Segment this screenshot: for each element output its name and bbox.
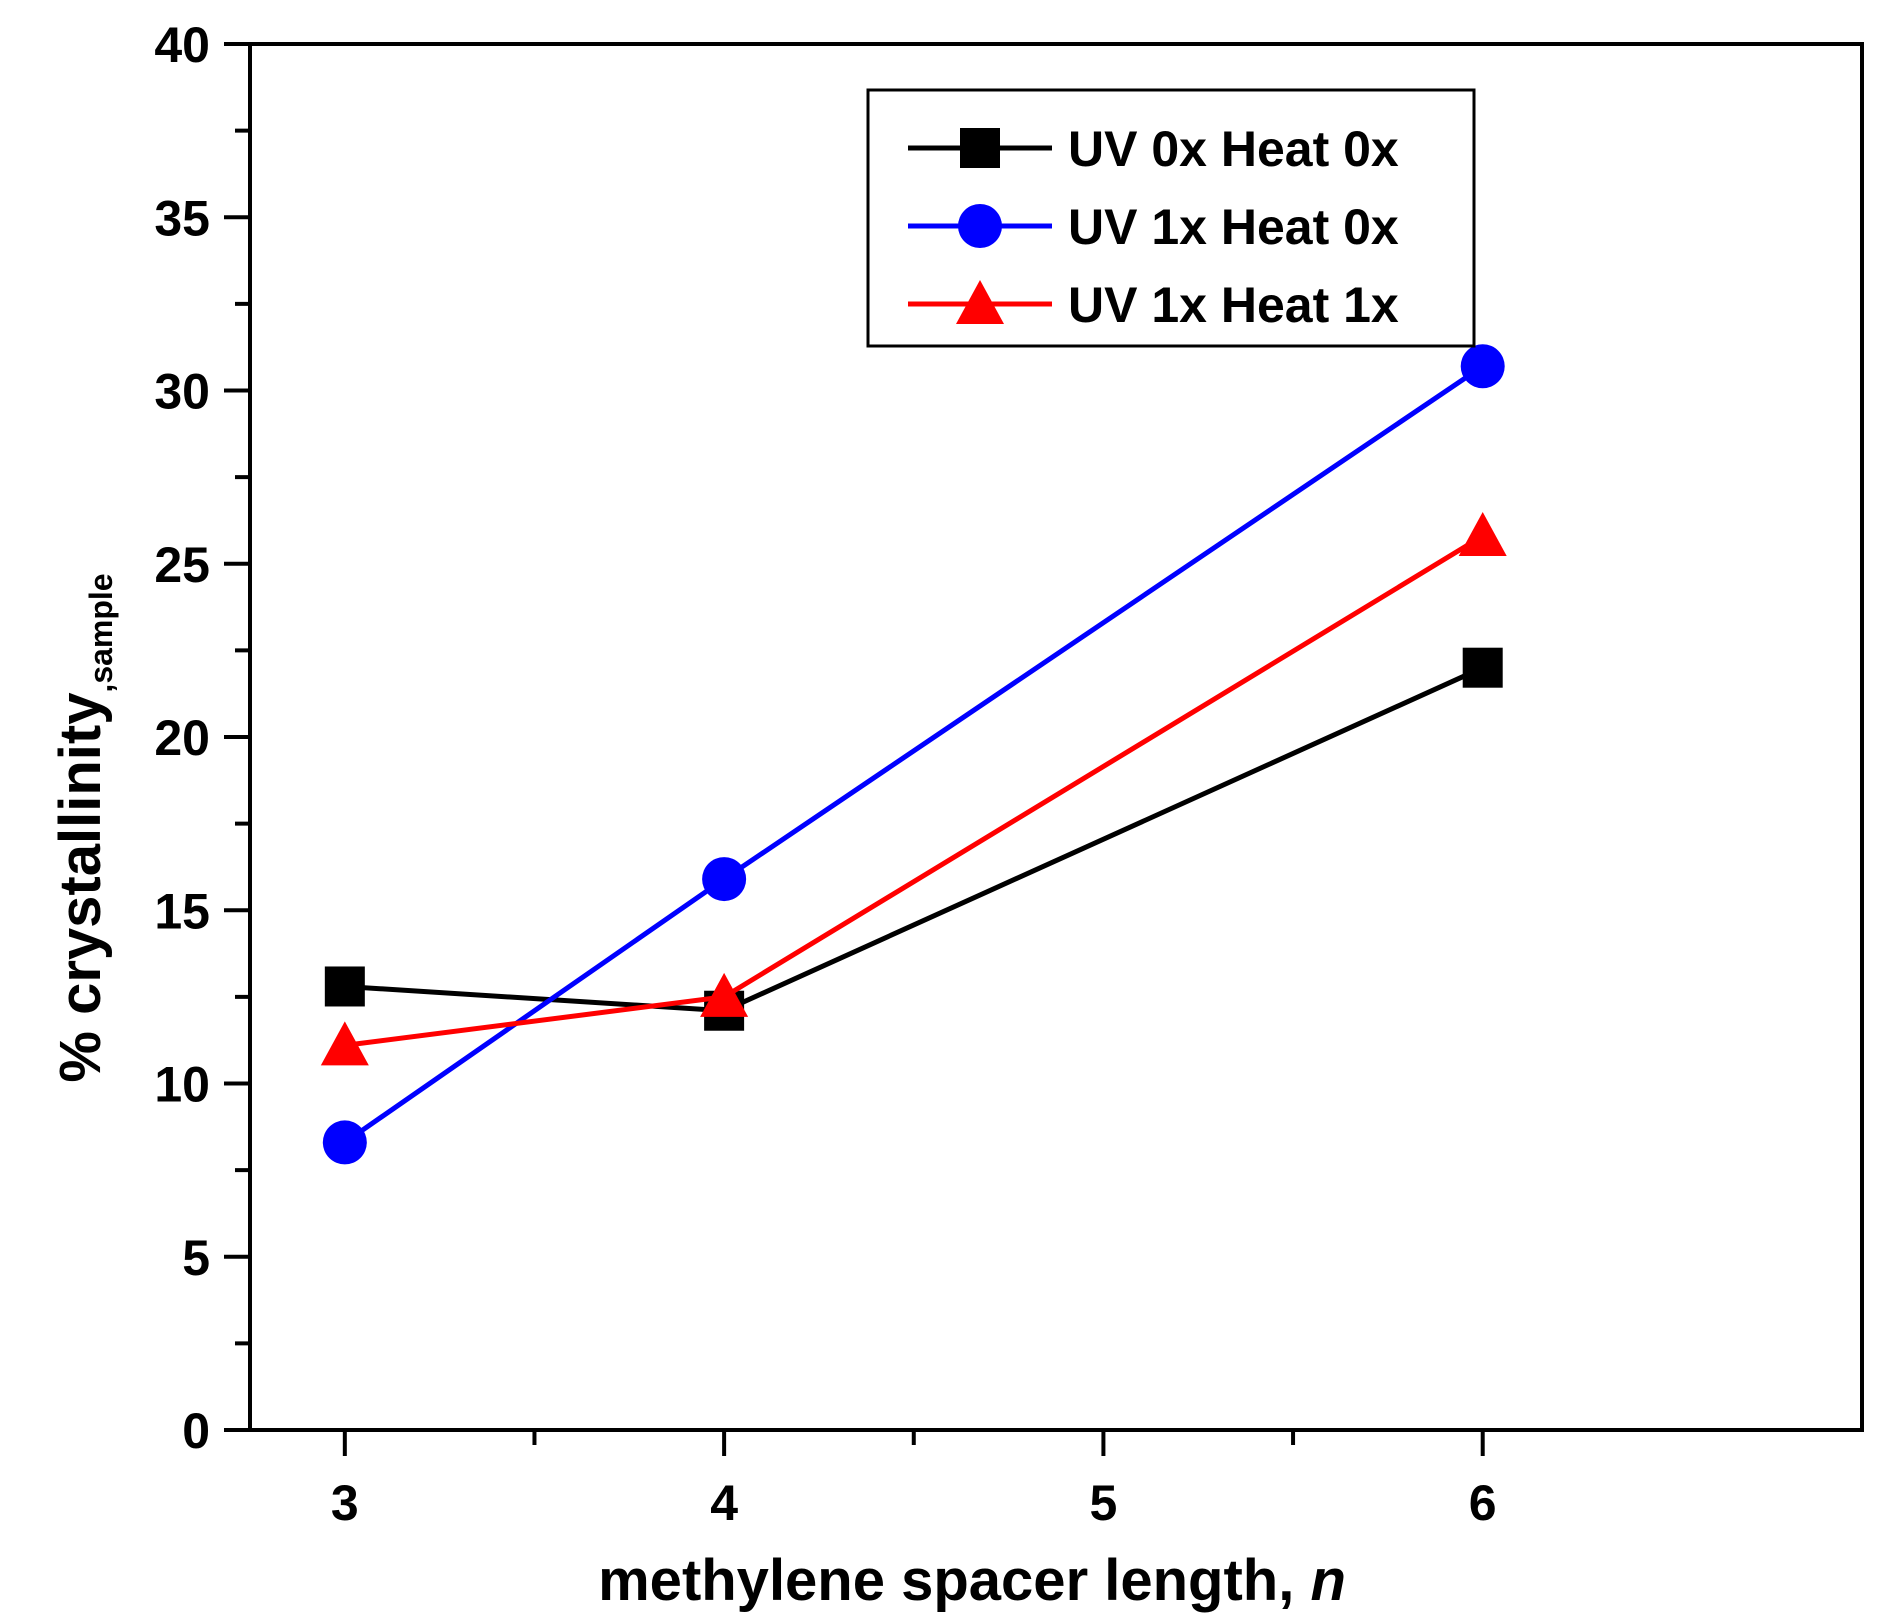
x-tick-label: 5	[1090, 1475, 1118, 1531]
y-tick-label: 5	[182, 1230, 210, 1286]
x-axis-title: methylene spacer length, n	[598, 1548, 1346, 1613]
y-tick-label: 15	[154, 883, 210, 939]
y-tick-label: 25	[154, 537, 210, 593]
series-1-point	[1462, 647, 1503, 688]
y-axis-title: % crystallinity,sample	[48, 573, 119, 1082]
legend-marker-1	[960, 128, 1000, 168]
x-axis-title-italic: n	[1310, 1548, 1345, 1613]
legend-marker-2	[958, 204, 1002, 248]
series-line-1	[344, 665, 1484, 1014]
x-tick-label: 6	[1469, 1475, 1497, 1531]
y-tick-label: 20	[154, 710, 210, 766]
x-axis-title-text: methylene spacer length,	[598, 1548, 1310, 1613]
y-tick-label: 40	[154, 17, 210, 73]
legend-marker-3	[956, 280, 1004, 324]
series-3-point	[320, 1021, 369, 1066]
y-tick-label: 30	[154, 364, 210, 420]
y-tick-label: 10	[154, 1057, 210, 1113]
series-2-point	[322, 1120, 367, 1165]
legend: UV 0x Heat 0x UV 1x Heat 0x UV 1x Heat 1x	[866, 88, 1476, 348]
y-axis-title-text: % crystallinity	[48, 693, 113, 1083]
series-3-point	[700, 972, 749, 1017]
axis-ticks: 0 5 10 15 20 25 30 35 40 3 4 5 6	[154, 17, 1496, 1531]
series-layer	[320, 344, 1507, 1165]
series-3-point	[1458, 512, 1507, 557]
series-2-point	[1460, 344, 1505, 389]
x-tick-label: 4	[710, 1475, 738, 1531]
legend-label-2: UV 1x Heat 0x	[1068, 199, 1399, 255]
series-line-3	[344, 533, 1485, 1048]
y-axis-title-subscript: ,sample	[83, 573, 119, 692]
legend-label-3: UV 1x Heat 1x	[1068, 277, 1399, 333]
legend-label-1: UV 0x Heat 0x	[1068, 121, 1399, 177]
y-tick-label: 0	[182, 1403, 210, 1459]
series-1-point	[324, 966, 365, 1007]
y-tick-label: 35	[154, 190, 210, 246]
series-2-point	[702, 857, 747, 902]
x-tick-label: 3	[331, 1475, 359, 1531]
